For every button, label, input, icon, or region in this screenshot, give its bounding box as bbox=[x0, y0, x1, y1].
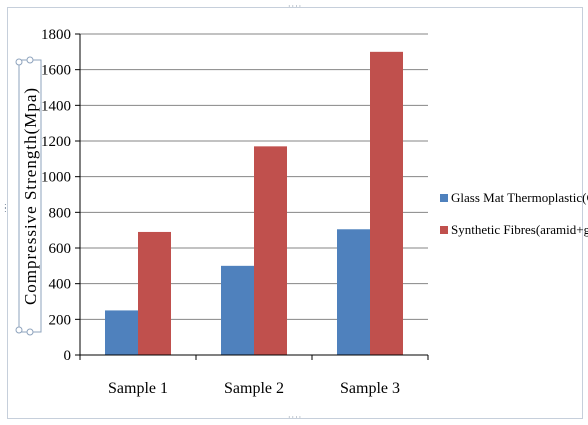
bars bbox=[105, 51, 403, 355]
legend-swatch bbox=[440, 194, 448, 202]
legend-label: Synthetic Fibres(aramid+glass) bbox=[451, 222, 588, 237]
bar-synthetic-1[interactable] bbox=[138, 231, 171, 355]
x-category-labels: Sample 1 Sample 2 Sample 3 bbox=[108, 380, 400, 397]
resize-handle-bottom-icon[interactable]: ···· bbox=[288, 413, 303, 422]
y-tick-label: 800 bbox=[49, 205, 72, 221]
legend-label: Glass Mat Thermoplastic(GMT) bbox=[451, 190, 588, 205]
bar-gmt-2[interactable] bbox=[221, 265, 254, 355]
legend[interactable]: Glass Mat Thermoplastic(GMT) Synthetic Fi… bbox=[440, 190, 588, 237]
y-axis-title-group[interactable]: Compressive Strength(Mpa) bbox=[15, 56, 42, 336]
axes bbox=[79, 34, 429, 360]
resize-handle-top-icon[interactable]: ···· bbox=[288, 2, 303, 11]
x-category-label: Sample 1 bbox=[108, 380, 168, 397]
y-tick-label: 1400 bbox=[41, 98, 71, 114]
y-tick-label: 200 bbox=[49, 312, 72, 328]
y-axis-title-handle-bottom-icon[interactable] bbox=[26, 328, 34, 336]
bar-gmt-1[interactable] bbox=[105, 310, 138, 355]
y-tick-label: 1200 bbox=[41, 134, 71, 150]
y-tick-label: 0 bbox=[64, 348, 72, 364]
chart-area-frame[interactable]: ···· ···· :: bbox=[4, 3, 583, 422]
bar-synthetic-3[interactable] bbox=[370, 51, 403, 355]
y-tick-label: 400 bbox=[49, 277, 72, 293]
legend-swatch bbox=[440, 226, 448, 234]
y-tick-label: 1000 bbox=[41, 170, 71, 186]
y-tick-label: 1800 bbox=[41, 27, 71, 43]
resize-handle-left-icon[interactable]: :: bbox=[4, 201, 8, 214]
y-tick-label: 1600 bbox=[41, 63, 71, 79]
x-category-label: Sample 2 bbox=[224, 380, 284, 397]
y-axis-title: Compressive Strength(Mpa) bbox=[21, 87, 40, 305]
y-axis-title-handle-bl-icon[interactable] bbox=[15, 326, 23, 334]
y-tick-label: 600 bbox=[49, 241, 72, 257]
x-category-label: Sample 3 bbox=[340, 380, 400, 397]
bar-synthetic-2[interactable] bbox=[254, 146, 287, 355]
y-tick-labels: 0 200 400 600 800 1000 1200 1400 1600 1800 bbox=[41, 27, 71, 364]
y-axis-title-handle-top-icon[interactable] bbox=[26, 56, 34, 64]
bar-gmt-3[interactable] bbox=[337, 229, 370, 355]
y-axis-title-handle-tl-icon[interactable] bbox=[15, 58, 23, 66]
